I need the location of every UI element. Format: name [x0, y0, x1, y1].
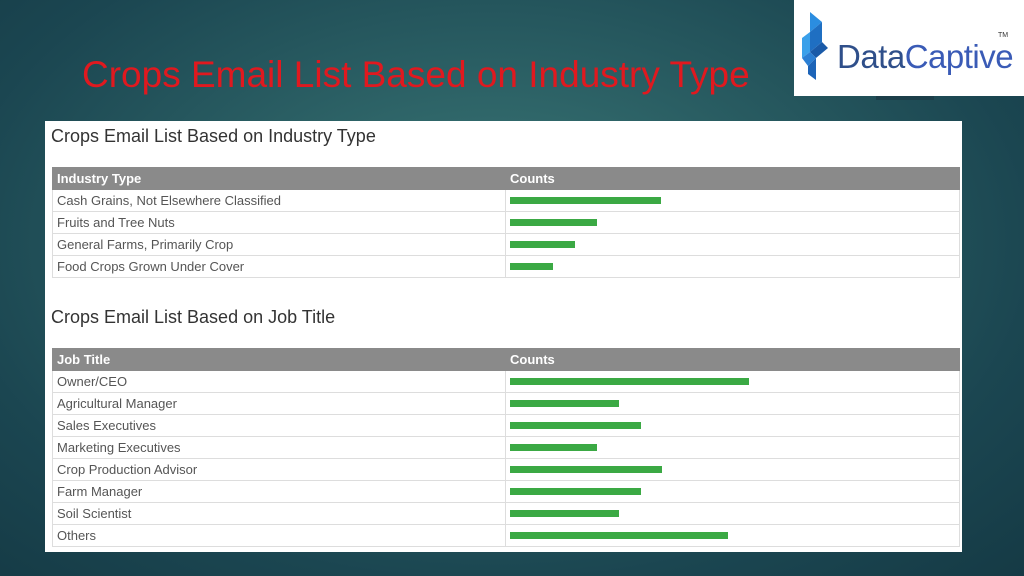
table-header-row: Job Title Counts	[52, 348, 960, 371]
count-bar	[510, 263, 553, 270]
datacaptive-logo: DataCaptive TM	[794, 0, 1024, 96]
table-row: Soil Scientist	[52, 502, 960, 525]
row-label: Crop Production Advisor	[52, 458, 506, 481]
table-row: Marketing Executives	[52, 436, 960, 459]
count-bar	[510, 219, 597, 226]
row-count-cell	[505, 436, 960, 459]
row-count-cell	[505, 255, 960, 278]
table-row: Agricultural Manager	[52, 392, 960, 415]
count-bar	[510, 510, 620, 517]
row-label: Fruits and Tree Nuts	[52, 211, 506, 234]
row-label: Soil Scientist	[52, 502, 506, 525]
row-label: Farm Manager	[52, 480, 506, 503]
industry-table: Industry Type Counts Cash Grains, Not El…	[52, 167, 960, 278]
count-bar	[510, 532, 729, 539]
column-header-counts: Counts	[505, 167, 960, 190]
count-bar	[510, 466, 663, 473]
row-label: General Farms, Primarily Crop	[52, 233, 506, 256]
table-row: General Farms, Primarily Crop	[52, 233, 960, 256]
row-count-cell	[505, 524, 960, 547]
row-label: Sales Executives	[52, 414, 506, 437]
column-header-counts: Counts	[505, 348, 960, 371]
row-count-cell	[505, 480, 960, 503]
slide-title: Crops Email List Based on Industry Type	[82, 54, 750, 95]
logo-underline	[876, 96, 934, 100]
table-header-row: Industry Type Counts	[52, 167, 960, 190]
count-bar	[510, 197, 662, 204]
row-count-cell	[505, 458, 960, 481]
content-panel: Crops Email List Based on Industry Type …	[45, 121, 962, 552]
table-row: Owner/CEO	[52, 370, 960, 393]
job-title-table: Job Title Counts Owner/CEO Agricultural M…	[52, 348, 960, 547]
job-section-heading: Crops Email List Based on Job Title	[51, 307, 336, 327]
row-label: Food Crops Grown Under Cover	[52, 255, 506, 278]
table-row: Sales Executives	[52, 414, 960, 437]
row-label: Agricultural Manager	[52, 392, 506, 415]
row-count-cell	[505, 502, 960, 525]
row-label: Others	[52, 524, 506, 547]
count-bar	[510, 241, 576, 248]
row-label: Marketing Executives	[52, 436, 506, 459]
table-row: Food Crops Grown Under Cover	[52, 255, 960, 278]
row-label: Cash Grains, Not Elsewhere Classified	[52, 189, 506, 212]
table-row: Crop Production Advisor	[52, 458, 960, 481]
column-header-industry-type: Industry Type	[52, 167, 506, 190]
count-bar	[510, 444, 597, 451]
trademark-symbol: TM	[998, 32, 1009, 39]
table-row: Cash Grains, Not Elsewhere Classified	[52, 189, 960, 212]
industry-section-heading: Crops Email List Based on Industry Type	[51, 126, 376, 146]
count-bar	[510, 422, 641, 429]
count-bar	[510, 400, 620, 407]
row-count-cell	[505, 392, 960, 415]
table-row: Fruits and Tree Nuts	[52, 211, 960, 234]
row-count-cell	[505, 233, 960, 256]
row-count-cell	[505, 211, 960, 234]
table-row: Others	[52, 524, 960, 547]
logo-text-data: Data	[837, 38, 905, 75]
logo-text-captive: Captive	[904, 38, 1014, 75]
count-bar	[510, 378, 750, 385]
table-row: Farm Manager	[52, 480, 960, 503]
count-bar	[510, 488, 641, 495]
row-count-cell	[505, 189, 960, 212]
logo-wordmark: DataCaptive	[837, 38, 1014, 76]
row-label: Owner/CEO	[52, 370, 506, 393]
row-count-cell	[505, 370, 960, 393]
row-count-cell	[505, 414, 960, 437]
datacaptive-logo-icon	[802, 12, 828, 80]
column-header-job-title: Job Title	[52, 348, 506, 371]
